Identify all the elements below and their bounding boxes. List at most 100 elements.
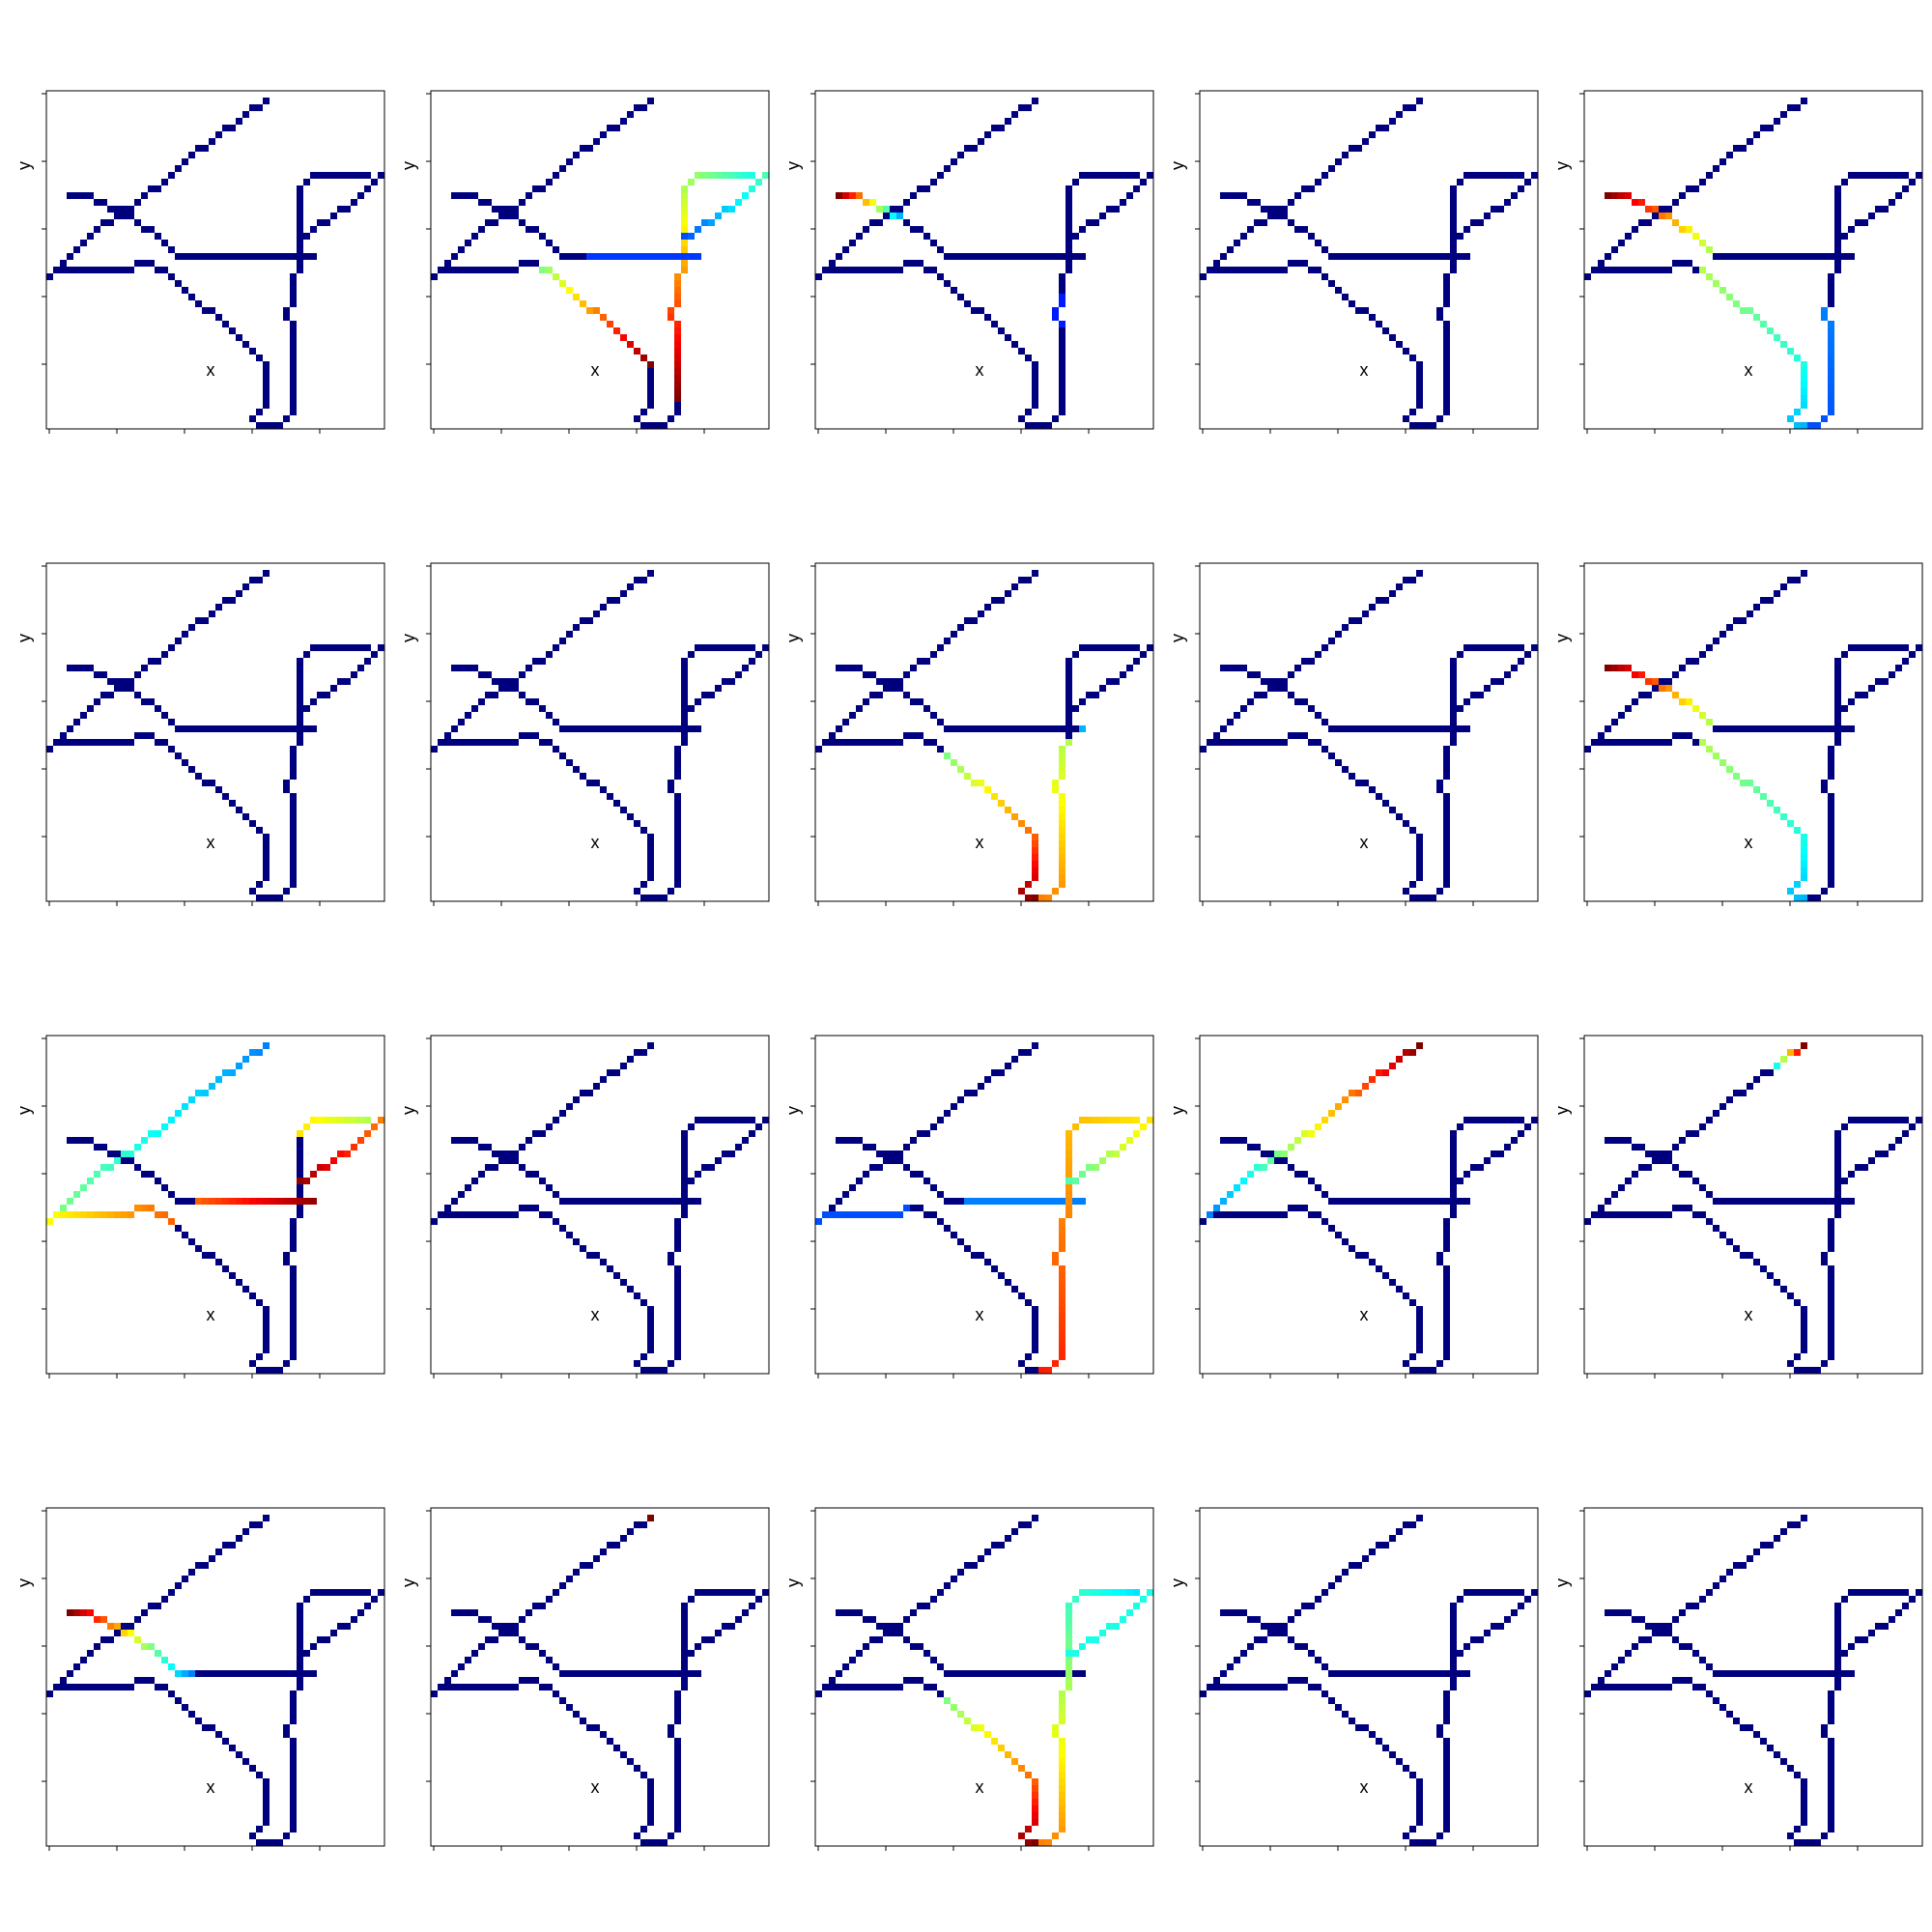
network-cell: [1638, 1144, 1645, 1151]
network-cell: [344, 206, 351, 213]
network-cell: [141, 192, 148, 199]
network-cell: [1065, 199, 1072, 206]
network-cell: [695, 698, 701, 705]
network-cell: [1059, 280, 1065, 287]
network-cell: [1463, 226, 1470, 233]
network-cell: [1828, 273, 1834, 280]
network-cell: [1740, 1562, 1747, 1569]
network-cell: [1032, 1306, 1038, 1313]
network-cell: [1882, 206, 1889, 213]
network-cell: [627, 1198, 634, 1205]
network-cell: [297, 739, 303, 746]
network-cell: [1787, 888, 1794, 895]
network-cell: [1059, 1340, 1065, 1347]
network-cell: [141, 1643, 148, 1650]
network-cell: [890, 1157, 896, 1164]
network-cell: [998, 125, 1005, 131]
network-cell: [1106, 1623, 1113, 1630]
network-cell: [182, 1232, 188, 1238]
network-cell: [688, 179, 695, 185]
network-cell: [1611, 246, 1618, 253]
network-cell: [1059, 1778, 1065, 1785]
network-cell: [1828, 1265, 1834, 1272]
network-cell: [1065, 233, 1072, 240]
network-cell: [674, 1320, 681, 1326]
network-cell: [1794, 104, 1801, 111]
network-cell: [195, 145, 202, 152]
network-cell: [297, 199, 303, 206]
x-axis-label-text: x: [1359, 833, 1369, 852]
network-cell: [215, 253, 222, 260]
network-cell: [1396, 1758, 1403, 1765]
network-cell: [930, 739, 937, 746]
network-cell: [903, 692, 910, 698]
network-cell: [478, 671, 485, 678]
network-cell: [209, 1724, 215, 1731]
network-cell: [283, 1724, 290, 1731]
network-cell: [1828, 854, 1834, 861]
network-cell: [121, 1630, 128, 1636]
network-cell: [378, 1589, 384, 1596]
network-cell: [1288, 1164, 1294, 1171]
network-cell: [1828, 1670, 1834, 1677]
network-cell: [1240, 1211, 1247, 1218]
network-cell: [539, 1178, 546, 1184]
network-cell: [896, 685, 903, 692]
network-plot: [1195, 1507, 1539, 1851]
network-cell: [1774, 334, 1780, 341]
network-cell: [1909, 1596, 1916, 1603]
network-cell: [1396, 1286, 1403, 1293]
network-cell: [762, 1117, 769, 1123]
network-cell: [297, 1609, 303, 1616]
network-cell: [1747, 1198, 1753, 1205]
network-cell: [1713, 253, 1719, 260]
network-cell: [263, 1347, 270, 1353]
network-cell: [1753, 1670, 1760, 1677]
network-cell: [1376, 597, 1382, 604]
network-cell: [1760, 1542, 1767, 1548]
network-cell: [593, 1670, 600, 1677]
network-cell: [674, 759, 681, 766]
network-cell: [1692, 1178, 1699, 1184]
network-cell: [876, 692, 883, 698]
network-cell: [1882, 172, 1889, 179]
network-cell: [1801, 847, 1807, 854]
network-cell: [1672, 671, 1679, 678]
network-cell: [1005, 1279, 1011, 1286]
network-cell: [1814, 1198, 1821, 1205]
x-axis-label-text: x: [206, 1777, 215, 1797]
network-cell: [1706, 746, 1713, 753]
network-cell: [1362, 1083, 1369, 1090]
network-cell: [923, 1650, 930, 1657]
network-cell: [134, 1677, 141, 1684]
network-cell: [1059, 1690, 1065, 1697]
network-cell: [856, 1211, 863, 1218]
network-cell: [1315, 712, 1321, 719]
network-cell: [1301, 1171, 1308, 1178]
network-cell: [148, 658, 155, 665]
network-cell: [1760, 321, 1767, 327]
network-cell: [60, 1684, 67, 1690]
network-cell: [1828, 1279, 1834, 1286]
network-cell: [1497, 644, 1504, 651]
network-cell: [1713, 280, 1719, 287]
network-cell: [310, 1198, 317, 1205]
network-cell: [1774, 1063, 1780, 1069]
network-cell: [762, 1589, 769, 1596]
network-cell: [1032, 874, 1038, 881]
network-cell: [134, 219, 141, 226]
network-cell: [735, 1117, 742, 1123]
network-cell: [1611, 1609, 1618, 1616]
network-cell: [1733, 1090, 1740, 1096]
network-cell: [1855, 172, 1861, 179]
network-cell: [263, 1042, 270, 1049]
network-cell: [451, 665, 458, 671]
network-cell: [1059, 1326, 1065, 1333]
network-cell: [1059, 382, 1065, 388]
network-cell: [1213, 260, 1220, 267]
network-cell: [1692, 739, 1699, 746]
network-cell: [1032, 1799, 1038, 1805]
network-cell: [121, 267, 128, 273]
